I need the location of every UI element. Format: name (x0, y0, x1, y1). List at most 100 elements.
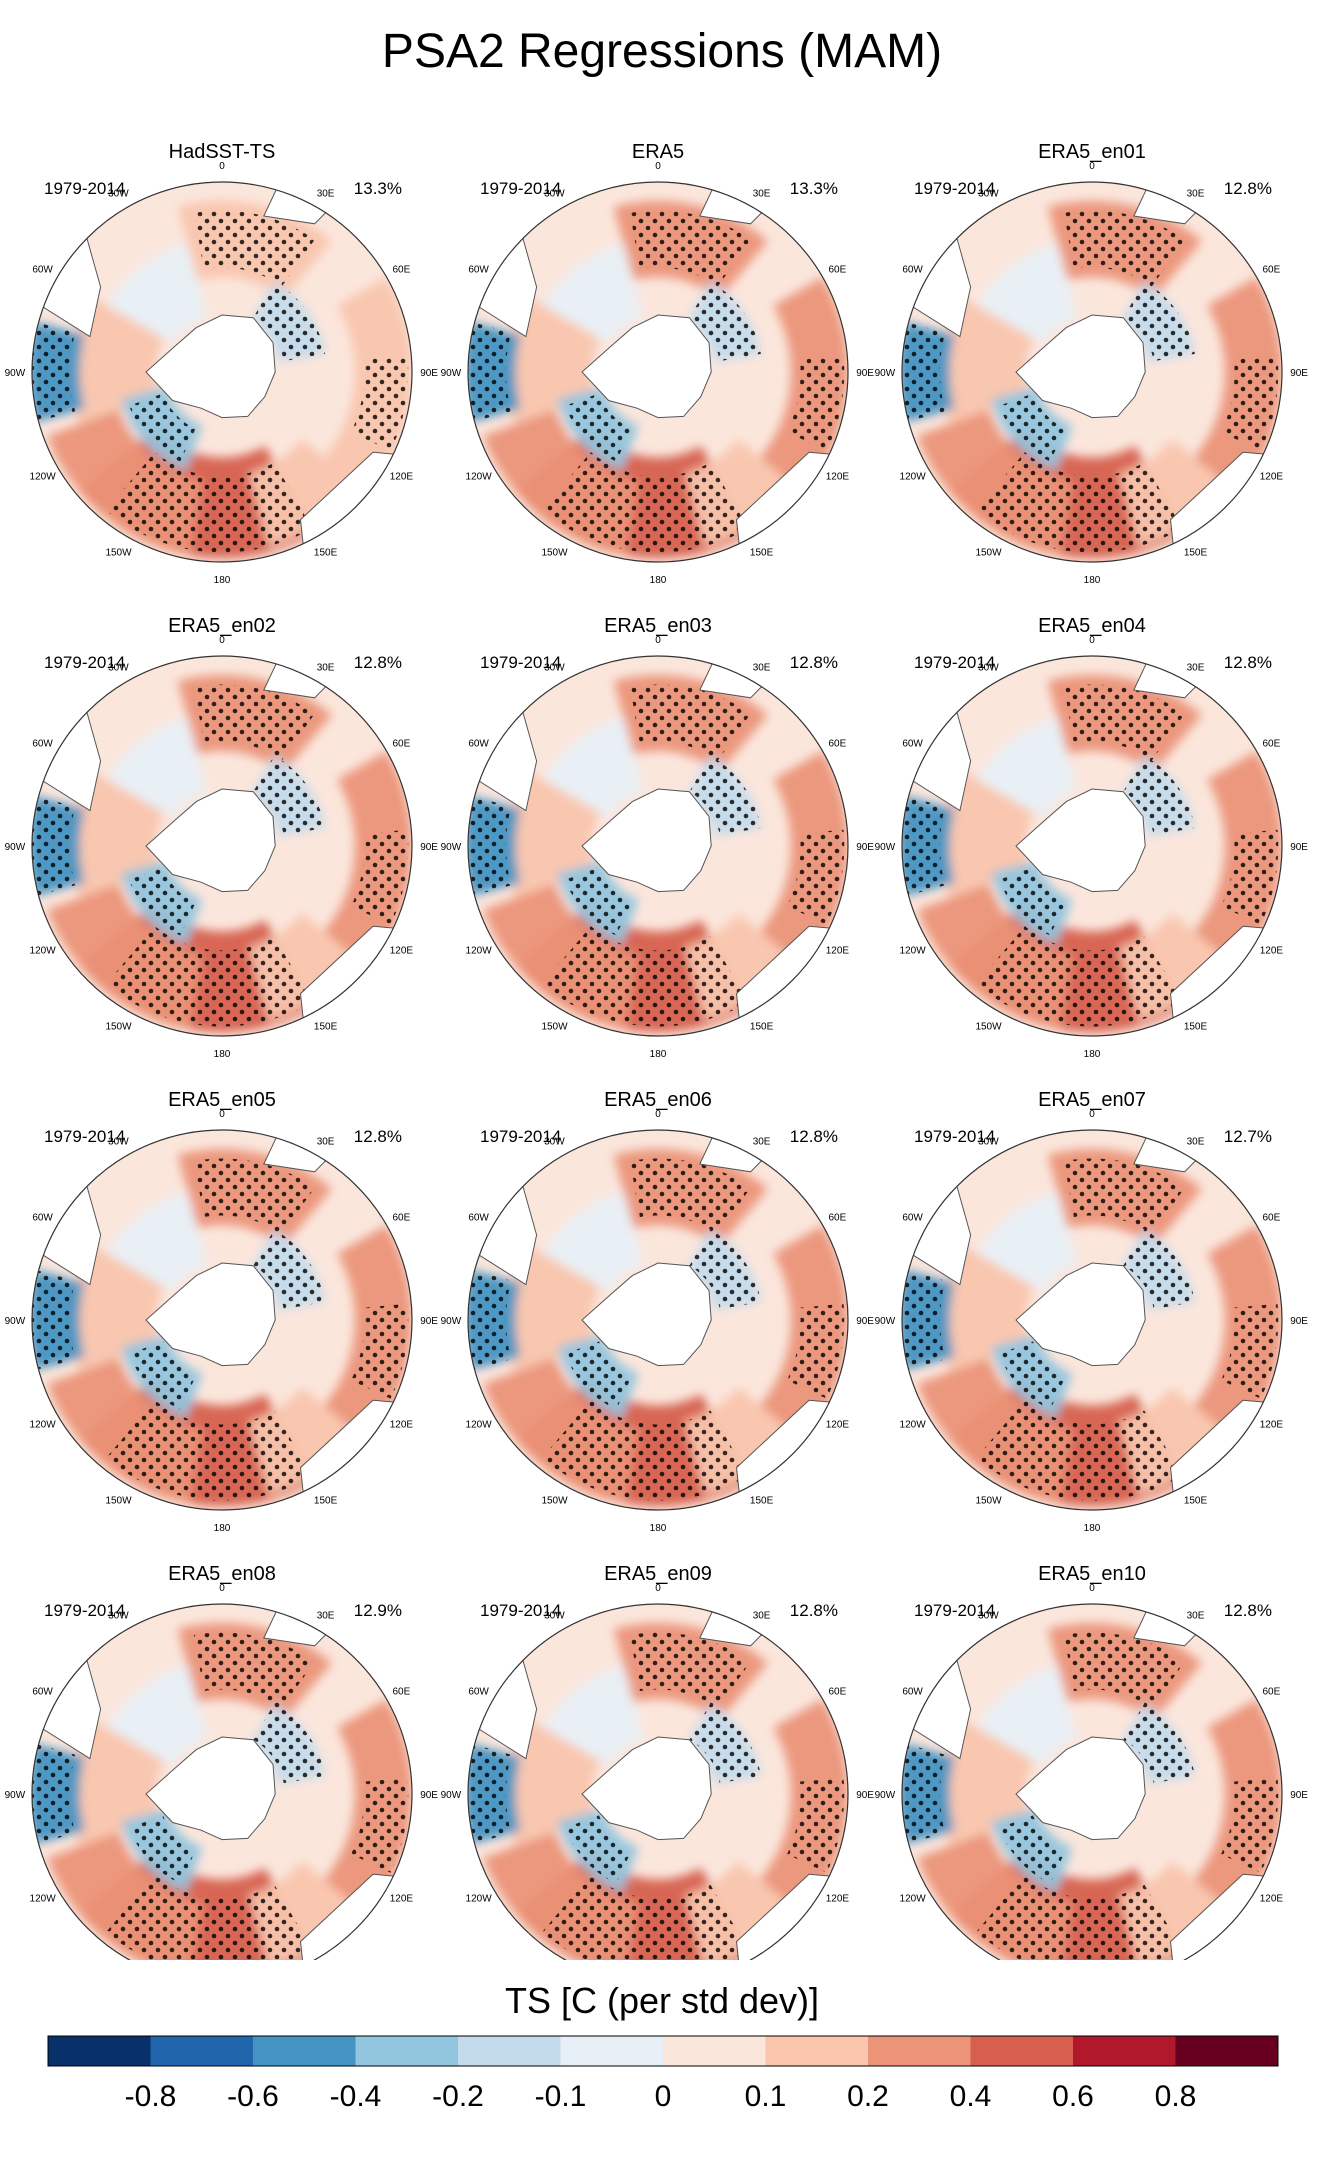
longitude-label: 30W (978, 1137, 999, 1148)
longitude-label: 150W (541, 1495, 568, 1506)
longitude-label: 150E (314, 1495, 338, 1506)
longitude-label: 60W (32, 264, 53, 275)
africa-landmass (263, 656, 354, 699)
longitude-label: 120E (1260, 946, 1284, 957)
significance-stipple (468, 1158, 845, 1501)
longitude-label: 180 (650, 575, 667, 586)
longitude-label: 120E (826, 1420, 850, 1431)
longitude-label: 90W (5, 1790, 26, 1801)
longitude-label: 30W (978, 663, 999, 674)
longitude-label: 60W (902, 1687, 923, 1698)
longitude-label: 90E (856, 842, 874, 853)
panel-title: ERA5_en02 (168, 615, 276, 637)
longitude-label: 120W (466, 1420, 493, 1431)
longitude-label: 120W (30, 1420, 57, 1431)
longitude-label: 120W (900, 1894, 927, 1905)
map-panel: ERA5 1979-2014 13.3% 0 30E 60E 90E 120E 150E 180 1… (441, 141, 875, 586)
map-panel: ERA5_en05 1979-2014 12.8% 0 30E 60E 90E 120E 150… (5, 1089, 439, 1534)
longitude-label: 30E (753, 189, 771, 200)
panel-title: ERA5 (632, 141, 684, 163)
longitude-label: 30E (317, 1137, 335, 1148)
colorbar-segment (765, 2036, 868, 2066)
longitude-label: 150E (750, 1021, 774, 1032)
period-label: 1979-2014 (480, 653, 561, 672)
longitude-label: 90E (420, 842, 438, 853)
longitude-label: 120W (30, 1894, 57, 1905)
map-panel: ERA5_en091979-201412.8%030E60E90E120E150… (441, 1563, 874, 1960)
africa-landmass (699, 1604, 790, 1647)
longitude-label: 60E (1263, 739, 1281, 750)
longitude-label: 90E (420, 368, 438, 379)
panel-title: ERA5_en10 (1038, 1563, 1146, 1585)
map-boundary (31, 1129, 413, 1511)
variance-label: 12.8% (1224, 1601, 1272, 1620)
period-label: 1979-2014 (44, 653, 125, 672)
antarctica-landmass (145, 314, 276, 419)
longitude-label: 30W (108, 189, 129, 200)
variance-label: 13.3% (354, 179, 402, 198)
longitude-label: 60E (393, 739, 411, 750)
antarctica-landmass (581, 788, 712, 893)
longitude-label: 60E (829, 264, 847, 275)
longitude-label: 150W (975, 1495, 1002, 1506)
longitude-label: 0 (219, 1583, 225, 1594)
regression-field (468, 182, 848, 562)
longitude-label: 180 (650, 1523, 667, 1534)
colorbar-tick-label: -0.6 (227, 2080, 279, 2113)
longitude-label: 90W (5, 1316, 26, 1327)
colorbar-segment (1073, 2036, 1176, 2066)
variance-label: 12.8% (790, 1601, 838, 1620)
regression-field (902, 1604, 1282, 1960)
colorbar-segment (253, 2036, 356, 2066)
longitude-label: 120E (826, 946, 850, 957)
africa-landmass (1133, 1604, 1224, 1647)
longitude-label: 120E (390, 472, 414, 483)
variance-label: 12.8% (790, 1127, 838, 1146)
longitude-label: 30E (1187, 1611, 1205, 1622)
period-label: 1979-2014 (914, 1601, 995, 1620)
longitude-label: 120W (900, 946, 927, 957)
antarctica-landmass (581, 314, 712, 419)
colorbar-tick-label: -0.2 (432, 2080, 484, 2113)
longitude-label: 90W (441, 1316, 462, 1327)
longitude-label: 120W (900, 472, 927, 483)
colorbar-tick-label: 0.1 (745, 2080, 787, 2113)
panel-title: ERA5_en09 (604, 1563, 712, 1585)
longitude-label: 120E (390, 946, 414, 957)
longitude-label: 30W (544, 1137, 565, 1148)
longitude-label: 60W (902, 264, 923, 275)
significance-stipple (32, 684, 409, 1027)
longitude-label: 120E (826, 472, 850, 483)
regression-field (902, 182, 1282, 562)
longitude-label: 0 (1089, 161, 1095, 172)
longitude-label: 90E (1290, 842, 1308, 853)
longitude-label: 30E (317, 663, 335, 674)
map-panel: ERA5_en101979-201412.8%030E60E90E120E150… (875, 1563, 1308, 1960)
significance-stipple (902, 1632, 1279, 1960)
longitude-label: 60E (829, 1687, 847, 1698)
period-label: 1979-2014 (480, 1127, 561, 1146)
map-boundary (901, 181, 1283, 563)
period-label: 1979-2014 (480, 179, 561, 198)
longitude-label: 90E (856, 1790, 874, 1801)
colorbar-tick-label: -0.1 (535, 2080, 587, 2113)
longitude-label: 30W (544, 1611, 565, 1622)
longitude-label: 120E (390, 1894, 414, 1905)
longitude-label: 60W (902, 738, 923, 749)
colorbar-tick-label: 0.6 (1052, 2080, 1094, 2113)
longitude-label: 90E (420, 1316, 438, 1327)
significance-stipple (902, 210, 1279, 553)
longitude-label: 150E (1184, 547, 1208, 558)
period-label: 1979-2014 (914, 653, 995, 672)
longitude-label: 90W (875, 368, 896, 379)
variance-label: 12.7% (1224, 1127, 1272, 1146)
longitude-label: 60W (468, 1213, 489, 1224)
longitude-label: 60E (1263, 264, 1281, 275)
longitude-label: 180 (214, 1049, 231, 1060)
variance-label: 12.8% (354, 653, 402, 672)
longitude-label: 90E (856, 368, 874, 379)
longitude-label: 30E (753, 1137, 771, 1148)
variance-label: 12.8% (354, 1127, 402, 1146)
significance-stipple (468, 684, 845, 1027)
longitude-label: 60W (902, 1213, 923, 1224)
